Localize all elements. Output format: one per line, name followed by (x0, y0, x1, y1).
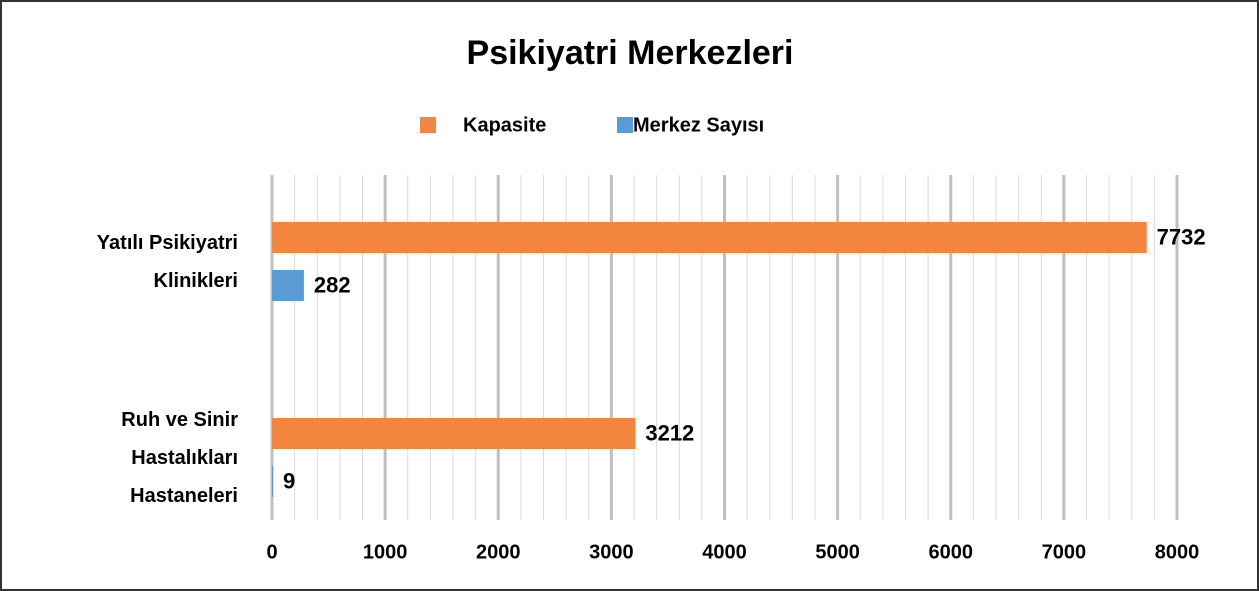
legend-swatch (617, 117, 633, 133)
chart-title: Psikiyatri Merkezleri (467, 34, 794, 72)
bar (272, 222, 1147, 253)
bar (272, 270, 304, 301)
bar (272, 418, 636, 449)
legend-swatch (420, 117, 436, 133)
x-tick-label: 8000 (1155, 541, 1200, 563)
x-tick-label: 5000 (815, 541, 860, 563)
x-tick-label: 3000 (589, 541, 634, 563)
data-label: 3212 (645, 420, 694, 445)
y-tick-label: Yatılı Psikiyatri Klinikleri (96, 231, 238, 292)
legend-label: Kapasite (463, 114, 546, 136)
x-tick-label: 7000 (1042, 541, 1087, 563)
data-label: 9 (283, 468, 295, 493)
bar (272, 466, 274, 497)
data-label: 282 (314, 272, 351, 297)
x-tick-label: 4000 (702, 541, 747, 563)
x-tick-label: 0 (266, 541, 277, 563)
data-label: 7732 (1157, 224, 1206, 249)
x-tick-label: 2000 (476, 541, 521, 563)
y-tick-label: Ruh ve Sinir Hastalıkları Hastaneleri (121, 408, 238, 507)
legend-label: Merkez Sayısı (633, 114, 764, 136)
x-tick-label: 6000 (929, 541, 974, 563)
x-tick-label: 1000 (363, 541, 408, 563)
